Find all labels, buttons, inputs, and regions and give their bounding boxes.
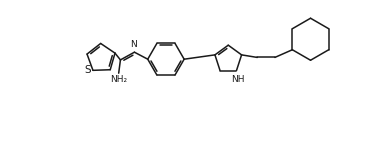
Text: N: N [130, 40, 137, 49]
Text: S: S [85, 65, 92, 75]
Text: NH: NH [231, 75, 244, 84]
Text: NH₂: NH₂ [110, 75, 127, 84]
